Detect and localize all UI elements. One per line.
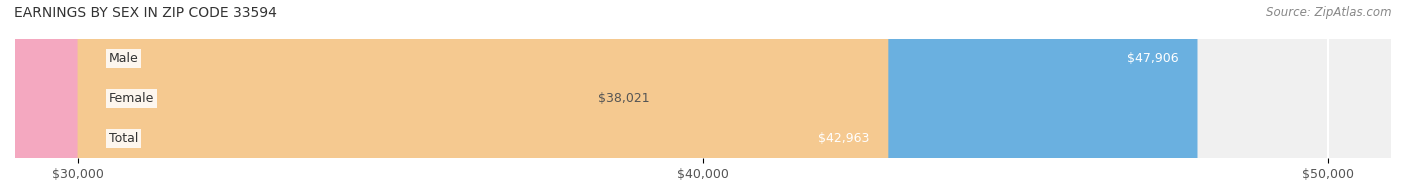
Text: Male: Male — [108, 52, 139, 65]
Text: Source: ZipAtlas.com: Source: ZipAtlas.com — [1267, 6, 1392, 19]
Text: Total: Total — [108, 132, 138, 145]
Text: $38,021: $38,021 — [598, 92, 650, 105]
FancyBboxPatch shape — [77, 0, 889, 196]
Text: EARNINGS BY SEX IN ZIP CODE 33594: EARNINGS BY SEX IN ZIP CODE 33594 — [14, 6, 277, 20]
FancyBboxPatch shape — [77, 0, 1198, 196]
Text: $42,963: $42,963 — [818, 132, 869, 145]
Text: Female: Female — [108, 92, 155, 105]
Text: $47,906: $47,906 — [1128, 52, 1178, 65]
FancyBboxPatch shape — [0, 0, 703, 196]
